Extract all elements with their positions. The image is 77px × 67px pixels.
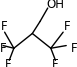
Text: OH: OH: [46, 0, 64, 11]
Text: F: F: [1, 20, 7, 33]
Text: F: F: [64, 20, 70, 33]
Text: F: F: [4, 58, 11, 67]
Text: F: F: [71, 42, 77, 55]
Text: F: F: [52, 58, 59, 67]
Text: F: F: [0, 42, 7, 55]
